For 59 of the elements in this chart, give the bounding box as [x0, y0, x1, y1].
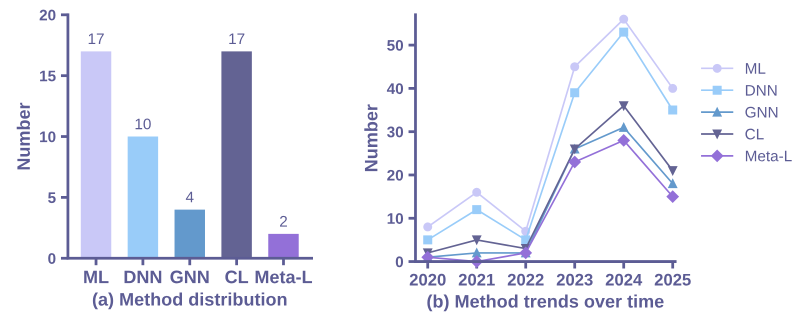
x-tick-label: Meta-L [256, 270, 312, 284]
x-tick-label: 2020 [410, 274, 446, 286]
point [570, 88, 580, 98]
point [619, 28, 628, 37]
point [619, 122, 628, 132]
y-tick-label: 0 [396, 256, 404, 268]
point [472, 248, 482, 258]
y-tick-label: 5 [48, 192, 56, 204]
y-tick-label: 0 [48, 253, 56, 264]
y-axis-title: Number [16, 102, 30, 170]
legend-label: ML [746, 63, 766, 74]
point [668, 166, 678, 176]
point [472, 188, 482, 197]
point [423, 235, 432, 244]
legend-label: GNN [745, 106, 778, 118]
x-tick-label: 2024 [606, 274, 642, 286]
point [472, 205, 482, 214]
data-label: 17 [88, 33, 104, 44]
bar [128, 136, 158, 258]
x-axis-title: (b) Method trends over time [427, 294, 664, 312]
data-label: 2 [280, 216, 287, 227]
bar [80, 51, 112, 258]
point [472, 235, 482, 244]
x-tick-label: DNN [124, 270, 162, 284]
point [668, 84, 678, 93]
y-tick-label: 20 [387, 170, 404, 181]
y-tick-label: 30 [387, 126, 404, 138]
point [618, 134, 630, 146]
point [570, 62, 580, 72]
x-tick-label: 2022 [508, 274, 544, 286]
x-tick-label: CL [225, 270, 248, 284]
point [619, 101, 628, 110]
point [568, 156, 581, 168]
point [666, 190, 679, 203]
y-tick-label: 50 [387, 40, 404, 51]
y-axis-title: Number [364, 104, 378, 172]
x-tick-label: GNN [170, 270, 209, 284]
x-axis-title: (a) Method distribution [92, 292, 286, 310]
bar [268, 234, 299, 258]
y-tick-label: 20 [40, 10, 56, 20]
x-tick-label: ML [84, 270, 109, 284]
data-label: 17 [229, 33, 244, 44]
data-label: 4 [186, 192, 194, 202]
legend-label: CL [745, 128, 764, 140]
x-tick-label: 2021 [458, 274, 495, 286]
y-tick-label: 15 [40, 70, 56, 82]
legend-label: DNN [746, 85, 777, 96]
y-tick-label: 10 [388, 213, 404, 224]
point [668, 106, 678, 115]
x-tick-label: 2025 [654, 274, 691, 286]
x-tick-label: 2023 [556, 274, 593, 286]
legend-label: Meta-L [746, 150, 792, 162]
y-tick-label: 10 [40, 131, 56, 142]
point [423, 222, 432, 232]
y-tick-label: 40 [386, 83, 404, 94]
point [619, 14, 628, 24]
bar [174, 210, 205, 258]
data-label: 10 [136, 118, 151, 130]
point [668, 179, 678, 188]
